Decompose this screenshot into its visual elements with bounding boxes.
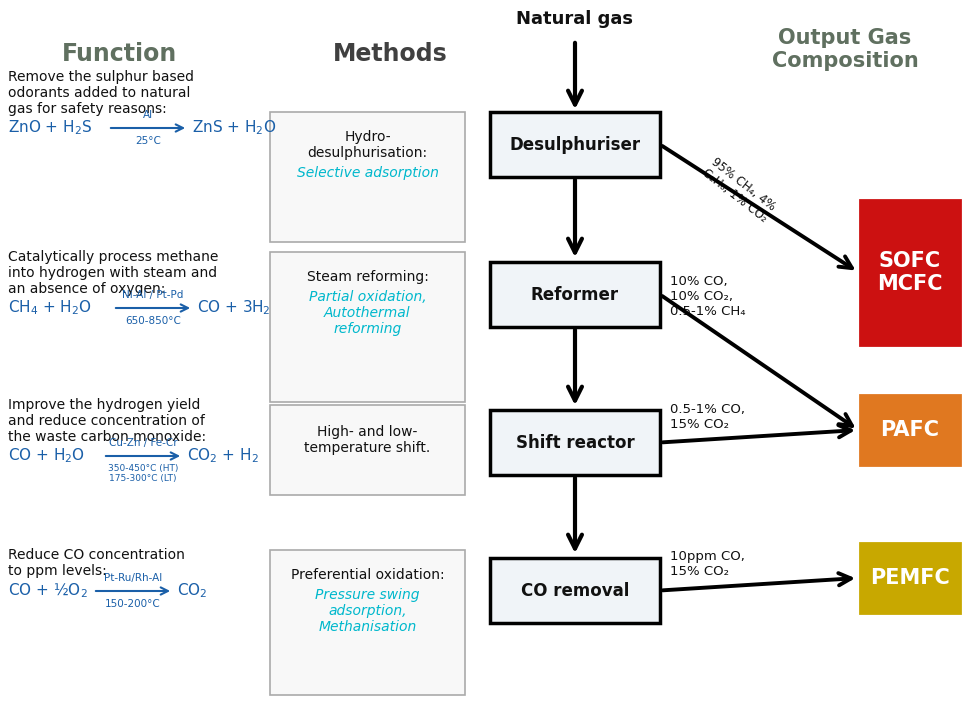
Text: CO removal: CO removal: [520, 582, 629, 600]
Text: CO + ½O$_2$: CO + ½O$_2$: [8, 582, 88, 600]
Text: Remove the sulphur based
odorants added to natural
gas for safety reasons:: Remove the sulphur based odorants added …: [8, 70, 194, 117]
Text: Shift reactor: Shift reactor: [515, 433, 634, 451]
Text: Ni-Al / Pt-Pd: Ni-Al / Pt-Pd: [122, 290, 184, 300]
Text: Desulphuriser: Desulphuriser: [509, 135, 640, 153]
Text: Al: Al: [143, 110, 153, 120]
Bar: [859, 395, 959, 465]
Text: Steam reforming:: Steam reforming:: [306, 270, 428, 284]
Text: Pt-Ru/Rh-Al: Pt-Ru/Rh-Al: [104, 573, 162, 583]
Text: 0.5-1% CO,
15% CO₂: 0.5-1% CO, 15% CO₂: [669, 403, 744, 431]
Text: Selective adsorption: Selective adsorption: [296, 166, 438, 180]
Text: PEMFC: PEMFC: [869, 568, 949, 588]
Text: Partial oxidation,
Autothermal
reforming: Partial oxidation, Autothermal reforming: [308, 290, 425, 336]
Bar: [490, 112, 659, 177]
Text: Preferential oxidation:: Preferential oxidation:: [290, 568, 444, 582]
Text: Methods: Methods: [333, 42, 447, 66]
Bar: [270, 112, 465, 242]
Text: CO + H$_2$O: CO + H$_2$O: [8, 446, 85, 465]
Text: SOFC
MCFC: SOFC MCFC: [876, 251, 942, 294]
Text: ZnS + H$_2$O: ZnS + H$_2$O: [192, 119, 276, 138]
Bar: [270, 252, 465, 402]
Text: 25°C: 25°C: [135, 136, 160, 146]
Text: Reformer: Reformer: [530, 286, 618, 304]
Text: CO$_2$: CO$_2$: [177, 582, 207, 600]
Text: Hydro-
desulphurisation:: Hydro- desulphurisation:: [307, 130, 427, 161]
Bar: [490, 410, 659, 475]
Text: Output Gas
Composition: Output Gas Composition: [771, 28, 917, 71]
Text: Catalytically process methane
into hydrogen with steam and
an absence of oxygen:: Catalytically process methane into hydro…: [8, 250, 218, 297]
Text: 10ppm CO,
15% CO₂: 10ppm CO, 15% CO₂: [669, 550, 744, 578]
Text: High- and low-
temperature shift.: High- and low- temperature shift.: [304, 425, 430, 455]
Text: 150-200°C: 150-200°C: [105, 599, 160, 609]
Text: 350-450°C (HT)
175-300°C (LT): 350-450°C (HT) 175-300°C (LT): [108, 464, 178, 483]
Text: PAFC: PAFC: [879, 420, 939, 440]
Text: Natural gas: Natural gas: [516, 10, 633, 28]
Text: CO$_2$ + H$_2$: CO$_2$ + H$_2$: [187, 446, 258, 465]
Text: 650-850°C: 650-850°C: [125, 316, 181, 326]
Bar: [859, 543, 959, 613]
Text: Function: Function: [63, 42, 177, 66]
Text: Pressure swing
adsorption,
Methanisation: Pressure swing adsorption, Methanisation: [315, 588, 420, 634]
Bar: [270, 405, 465, 495]
Text: Reduce CO concentration
to ppm levels:: Reduce CO concentration to ppm levels:: [8, 548, 185, 578]
Text: Cu-Zn / Fe-Cr: Cu-Zn / Fe-Cr: [109, 438, 177, 448]
Text: CO + 3H$_2$: CO + 3H$_2$: [197, 299, 270, 318]
Bar: [490, 262, 659, 327]
Bar: [270, 550, 465, 695]
Text: 10% CO,
10% CO₂,
0.5-1% CH₄: 10% CO, 10% CO₂, 0.5-1% CH₄: [669, 275, 744, 318]
Bar: [490, 558, 659, 623]
Text: 95% CH₄, 4%
C₂H₆, 1% CO₂: 95% CH₄, 4% C₂H₆, 1% CO₂: [699, 155, 778, 225]
Bar: [859, 200, 959, 345]
Text: Improve the hydrogen yield
and reduce concentration of
the waste carbon monoxide: Improve the hydrogen yield and reduce co…: [8, 398, 206, 444]
Text: ZnO + H$_2$S: ZnO + H$_2$S: [8, 119, 92, 138]
Text: CH$_4$ + H$_2$O: CH$_4$ + H$_2$O: [8, 299, 92, 318]
